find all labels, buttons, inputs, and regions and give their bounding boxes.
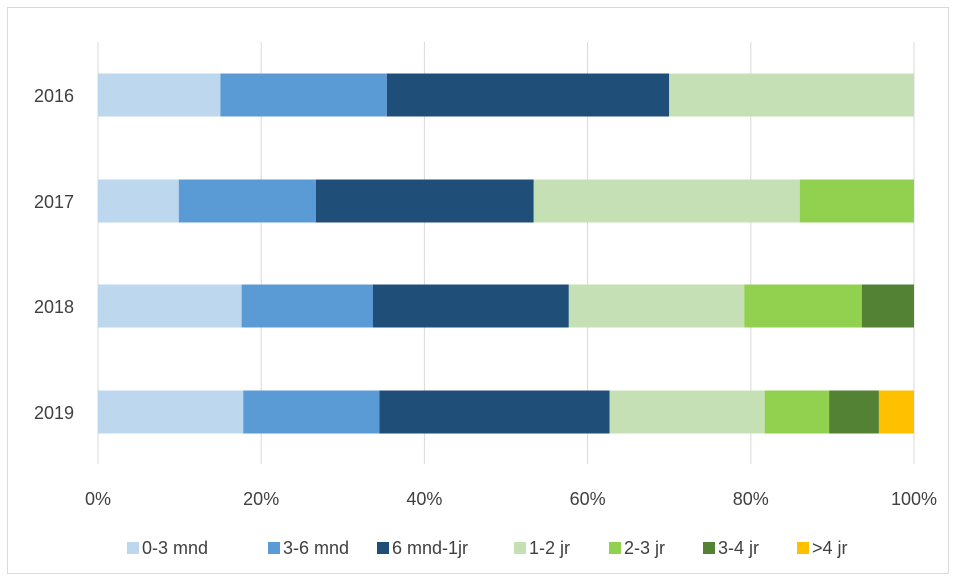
y-tick-label: 2018 (34, 297, 74, 317)
x-tick-labels: 0% 20% 40% 60% 80% 100% (85, 489, 937, 509)
legend-swatch (609, 542, 621, 554)
bar-segment (533, 179, 800, 223)
legend-label: 2-3 jr (624, 538, 665, 558)
x-tick-label: 0% (85, 489, 111, 509)
bar-segment (764, 390, 830, 434)
bar-segment (799, 179, 914, 223)
bar-segment (220, 73, 387, 117)
bar-segment (829, 390, 879, 434)
bar-segment (386, 73, 670, 117)
bar-segment (878, 390, 914, 434)
bar-segment (744, 284, 862, 328)
x-tick-label: 100% (891, 489, 937, 509)
bar-segment (315, 179, 534, 223)
bar-segment (243, 390, 380, 434)
bar-segment (568, 284, 745, 328)
bar-segment (241, 284, 373, 328)
x-tick-label: 80% (733, 489, 769, 509)
y-tick-label: 2019 (34, 403, 74, 423)
bar-segment (178, 179, 316, 223)
bar-segment (669, 73, 914, 117)
legend-label: 6 mnd-1jr (392, 538, 468, 558)
bars (98, 73, 914, 434)
legend-swatch (514, 542, 526, 554)
legend-label: 0-3 mnd (142, 538, 208, 558)
bar-segment (98, 179, 179, 223)
x-tick-label: 60% (570, 489, 606, 509)
y-tick-labels: 2016 2017 2018 2019 (34, 86, 74, 423)
bar-segment (98, 73, 221, 117)
legend-swatch (797, 542, 809, 554)
legend-label: 3-6 mnd (283, 538, 349, 558)
legend-label: 1-2 jr (529, 538, 570, 558)
chart-frame (7, 7, 949, 574)
y-tick-label: 2016 (34, 86, 74, 106)
bar-segment (609, 390, 765, 434)
legend-label: 3-4 jr (718, 538, 759, 558)
x-tick-label: 20% (243, 489, 279, 509)
legend-swatch (703, 542, 715, 554)
y-tick-label: 2017 (34, 192, 74, 212)
bar-segment (861, 284, 914, 328)
bar-segment (379, 390, 610, 434)
legend-label: >4 jr (812, 538, 848, 558)
legend: 0-3 mnd 3-6 mnd 6 mnd-1jr 1-2 jr 2-3 jr 3-4 j… (127, 538, 848, 558)
x-tick-label: 40% (406, 489, 442, 509)
legend-swatch (127, 542, 139, 554)
legend-swatch (268, 542, 280, 554)
bar-segment (98, 284, 242, 328)
bar-segment (98, 390, 244, 434)
bar-segment (372, 284, 569, 328)
legend-swatch (377, 542, 389, 554)
